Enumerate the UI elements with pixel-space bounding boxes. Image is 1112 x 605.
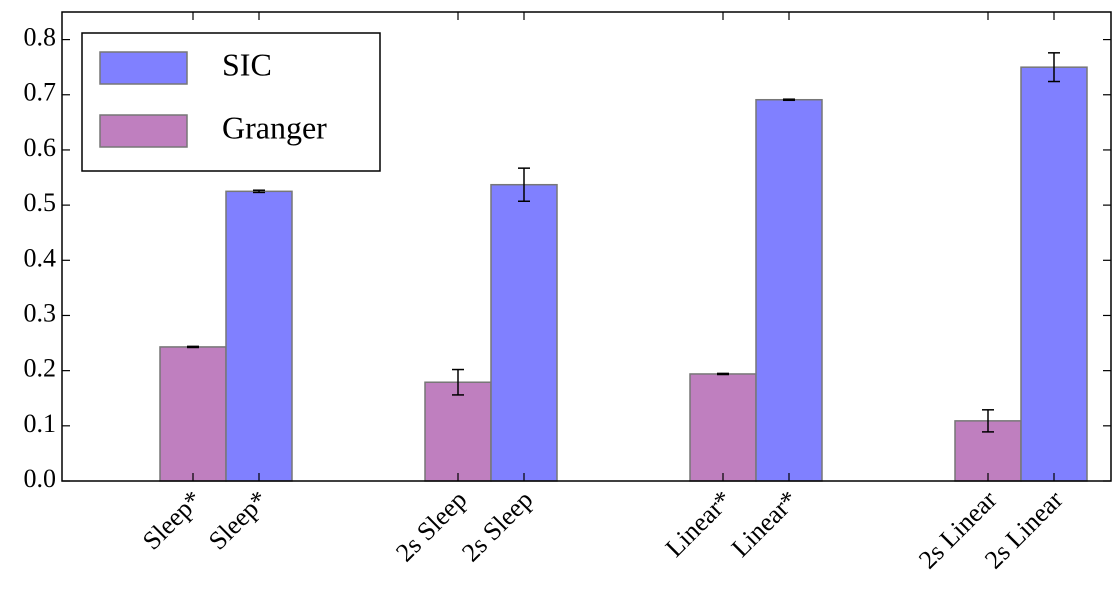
- x-tick-label: Linear*: [726, 485, 804, 563]
- error-bar: [452, 368, 464, 396]
- legend-swatch: [99, 114, 188, 148]
- bar: [755, 98, 823, 482]
- y-tick-label: 0.4: [24, 243, 57, 272]
- y-tick-label: 0.1: [24, 409, 57, 438]
- bar: [490, 183, 558, 482]
- y-tick-label: 0.0: [24, 464, 57, 493]
- axes-frame: [61, 11, 1112, 482]
- x-tick-label: 2s Sleep: [390, 485, 472, 567]
- y-tick-label: 0.3: [24, 298, 57, 327]
- bar: [225, 190, 293, 482]
- bar: [159, 346, 227, 482]
- x-tick-label: 2s Sleep: [456, 485, 538, 567]
- y-tick-label: 0.6: [24, 133, 57, 162]
- legend: SIC Granger: [81, 32, 381, 172]
- error-bar: [1048, 52, 1060, 83]
- y-tick-label: 0.7: [24, 78, 57, 107]
- y-tick-label: 0.2: [24, 354, 57, 383]
- y-tick-label: 0.8: [24, 23, 57, 52]
- bar: [424, 381, 492, 482]
- x-tick-label: Sleep*: [203, 485, 274, 556]
- error-bar: [982, 409, 994, 433]
- error-bar: [518, 167, 530, 203]
- legend-swatch: [99, 51, 188, 85]
- legend-label: Granger: [222, 109, 327, 145]
- bar: [1020, 66, 1088, 482]
- legend-label: SIC: [222, 46, 272, 82]
- error-bar: [717, 372, 729, 376]
- y-tick-label: 0.5: [24, 188, 57, 217]
- error-bar: [253, 189, 265, 194]
- error-bar: [783, 98, 795, 102]
- x-tick-label: Sleep*: [137, 485, 208, 556]
- bar: [689, 373, 757, 482]
- x-tick-label: Linear*: [660, 485, 738, 563]
- error-bar: [187, 345, 199, 349]
